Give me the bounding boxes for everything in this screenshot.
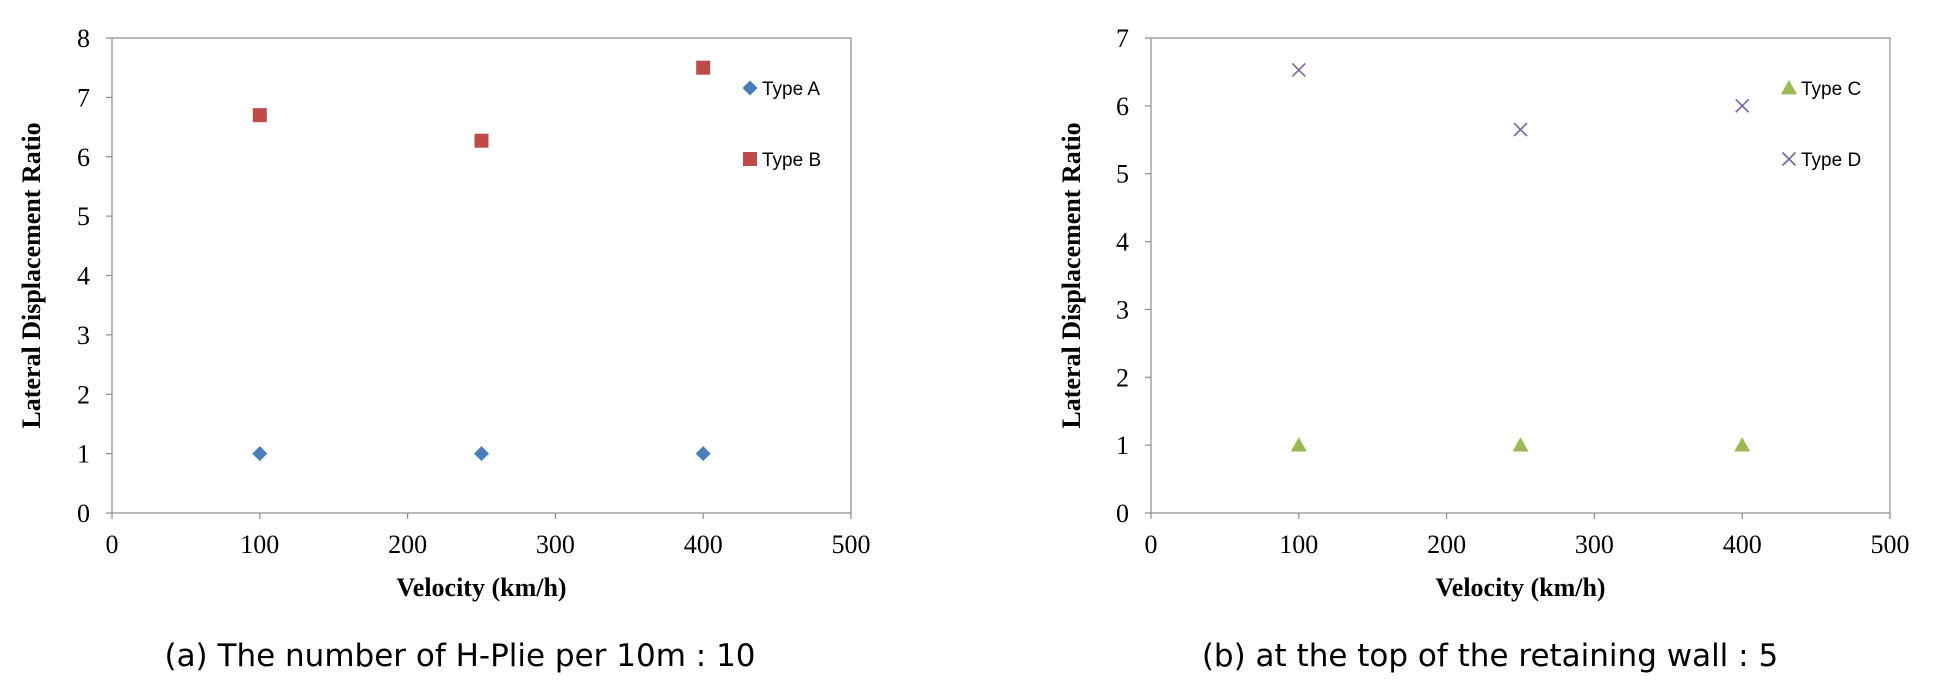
x-tick-label: 200 [388,530,427,559]
y-tick-label: 5 [1116,160,1129,189]
data-point [1734,437,1751,452]
legend-label: Type C [1801,79,1861,100]
y-tick-label: 4 [77,262,90,291]
x-axis-label: Velocity (km/h) [396,573,566,602]
y-tick-label: 0 [77,499,90,528]
data-point [696,60,711,75]
y-tick-label: 0 [1116,499,1129,528]
y-tick-label: 7 [77,83,90,112]
legend-label: Type D [1801,150,1861,171]
legend-marker [743,152,757,166]
y-axis-label: Lateral Displacement Ratio [1057,122,1086,428]
x-marker-stroke [1735,98,1750,113]
x-tick-label: 400 [684,530,723,559]
plot-area [1150,37,1891,514]
y-tick-label: 1 [77,440,90,469]
y-tick-label: 4 [1116,228,1129,257]
data-point [1291,62,1306,77]
y-tick-label: 3 [77,321,90,350]
data-point [1513,122,1528,137]
data-point [1512,437,1529,452]
series-type-a [252,446,711,462]
y-tick-label: 2 [1116,363,1129,392]
y-tick-label: 6 [77,143,90,172]
plot-area [111,37,852,514]
x-tick-label: 200 [1427,530,1466,559]
x-tick-label: 500 [832,530,871,559]
data-point [252,108,267,123]
x-tick-label: 0 [106,530,119,559]
y-tick-label: 1 [1116,431,1129,460]
legend-marker [1781,151,1797,167]
x-marker-stroke [1781,151,1797,167]
data-point [1735,98,1750,113]
data-point [252,446,268,462]
legend-label: Type A [762,79,820,100]
x-axis-label: Velocity (km/h) [1435,573,1605,602]
series-type-c [1290,437,1751,452]
y-axis-label: Lateral Displacement Ratio [17,122,46,428]
legend-marker [1781,80,1797,95]
legend-label: Type B [762,150,821,171]
y-tick-label: 2 [77,380,90,409]
x-tick-label: 500 [1871,530,1910,559]
y-tick-label: 5 [77,202,90,231]
y-tick-label: 3 [1116,295,1129,324]
y-tick-label: 7 [1116,24,1129,53]
x-tick-label: 0 [1145,530,1158,559]
data-point [474,133,489,148]
x-marker-stroke [1291,62,1306,77]
series-type-b [252,60,711,148]
x-marker-stroke [1513,122,1528,137]
chart-panel-b: 0 1 2 3 4 5 6 7 0 100 200 300 400 500 Velocity (km/h) L… [1057,24,1910,674]
x-tick-label: 400 [1723,530,1762,559]
data-point [695,446,711,462]
data-point [474,446,489,462]
x-tick-label: 300 [536,530,575,559]
x-tick-label: 300 [1575,530,1614,559]
figure-caption: (a) The number of H-Plie per 10m : 10 [164,638,755,674]
legend-marker [742,80,758,96]
figure-caption: (b) at the top of the retaining wall : 5 [1202,638,1778,674]
data-point [1290,437,1307,452]
y-tick-label: 6 [1116,92,1129,121]
y-tick-label: 8 [77,24,90,53]
chart-panel-a: 0 1 2 3 4 5 6 7 8 0 100 200 300 400 500 Velocity (km/h)… [17,24,871,674]
x-tick-label: 100 [1279,530,1318,559]
series-type-d [1291,62,1750,137]
x-tick-label: 100 [240,530,279,559]
